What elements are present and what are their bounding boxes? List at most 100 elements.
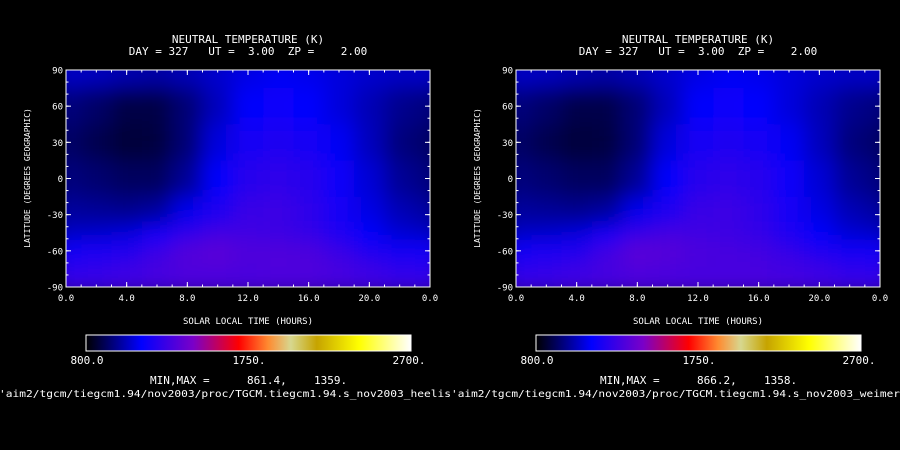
heatmap-cell (232, 196, 264, 225)
heatmap-cell (622, 223, 654, 243)
heatmap-cell (591, 241, 623, 261)
heatmap-cell (111, 196, 143, 225)
heatmap-cell (66, 223, 82, 243)
heatmap-cell (293, 160, 325, 198)
heatmap-cell (561, 223, 593, 243)
heatmap-cell (773, 124, 805, 162)
heatmap-cell (111, 160, 143, 198)
file-path: 'aim2/tgcm/tiegcm1.94/nov2003/proc/TGCM.… (0, 389, 451, 400)
heatmap-cell (66, 70, 82, 89)
heatmap-cell (414, 124, 430, 162)
heatmap-cell (66, 160, 82, 198)
heatmap-cell (232, 88, 264, 125)
colorbar-max-label: 2700. (392, 354, 425, 367)
heatmap-cell (263, 259, 295, 279)
heatmap-cell (804, 223, 836, 243)
heatmap-cell (652, 278, 684, 287)
heatmap-cell (531, 124, 563, 162)
heatmap-cell (111, 70, 143, 89)
heatmap-cell (834, 88, 866, 125)
heatmap-cell (323, 196, 355, 225)
x-tick-label: 0.0 (58, 294, 74, 304)
heatmap-cell (804, 70, 836, 89)
heatmap-cell (263, 124, 295, 162)
heatmap-cell (202, 70, 234, 89)
heatmap-cell (864, 88, 880, 125)
heatmap-cell (81, 124, 113, 162)
heatmap-cell (773, 223, 805, 243)
heatmap-cell (652, 124, 684, 162)
heatmap-cell (713, 70, 745, 89)
heatmap-cell (384, 124, 416, 162)
y-tick-label: 90 (52, 67, 63, 77)
heatmap-cell (834, 124, 866, 162)
heatmap-cell (561, 70, 593, 89)
min-value: 861.4, (247, 374, 287, 387)
y-tick-label: 60 (52, 103, 63, 113)
x-tick-label: 20.0 (358, 294, 380, 304)
heatmap-cell (682, 88, 714, 125)
heatmap-cell (384, 88, 416, 125)
x-tick-label: 8.0 (179, 294, 195, 304)
chart-title: NEUTRAL TEMPERATURE (K) (172, 33, 324, 46)
heatmap-cell (141, 196, 173, 225)
heatmap-cell (561, 88, 593, 125)
heatmap-cell (172, 223, 204, 243)
heatmap-cell (293, 124, 325, 162)
heatmap-cell (202, 223, 234, 243)
heatmap-cell (263, 70, 295, 89)
heatmap-cell (682, 196, 714, 225)
heatmap-cell (713, 259, 745, 279)
heatmap-cell (232, 223, 264, 243)
max-value: 1358. (764, 374, 797, 387)
heatmap-cell (323, 223, 355, 243)
heatmap-cell (232, 241, 264, 261)
heatmap-cell (591, 223, 623, 243)
heatmap-cell (141, 241, 173, 261)
x-tick-label: 4.0 (569, 294, 585, 304)
heatmap-cell (141, 70, 173, 89)
heatmap-cell (864, 70, 880, 89)
heatmap-cell (773, 70, 805, 89)
heatmap-cell (354, 241, 386, 261)
heatmap-cell (682, 241, 714, 261)
y-tick-label: 30 (52, 139, 63, 149)
heatmap-cell (263, 196, 295, 225)
heatmap-cell (172, 196, 204, 225)
heatmap-cell (713, 88, 745, 125)
heatmap-cell (111, 88, 143, 125)
heatmap-cell (516, 70, 532, 89)
heatmap-cell (743, 70, 775, 89)
heatmap-cell (834, 196, 866, 225)
heatmap-cell (834, 223, 866, 243)
heatmap-cell (743, 241, 775, 261)
heatmap-cell (293, 196, 325, 225)
heatmap-cell (232, 124, 264, 162)
heatmap-cell (202, 259, 234, 279)
heatmap-cell (293, 241, 325, 261)
colorbar-min-label: 800.0 (70, 354, 103, 367)
heatmap-cell (141, 259, 173, 279)
heatmap-cell (804, 259, 836, 279)
heatmap-cell (622, 259, 654, 279)
heatmap-cell (622, 88, 654, 125)
heatmap-cell (293, 259, 325, 279)
heatmap-cell (141, 278, 173, 287)
heatmap-cell (682, 124, 714, 162)
heatmap-cell (773, 196, 805, 225)
y-tick-label: 30 (502, 139, 513, 149)
heatmap-cell (561, 241, 593, 261)
heatmap-cell (864, 196, 880, 225)
min-value: 866.2, (697, 374, 737, 387)
heatmap-cell (652, 223, 684, 243)
heatmap-cell (323, 241, 355, 261)
y-tick-label: 0 (508, 175, 513, 185)
heatmap-cell (713, 278, 745, 287)
x-tick-label: 16.0 (748, 294, 770, 304)
heatmap-cell (864, 241, 880, 261)
heatmap-cell (713, 124, 745, 162)
panel-right: NEUTRAL TEMPERATURE (K) DAY = 327 UT = 3… (451, 33, 900, 400)
heatmap-cell (414, 278, 430, 287)
heatmap-cell (384, 259, 416, 279)
heatmap-cell (531, 241, 563, 261)
